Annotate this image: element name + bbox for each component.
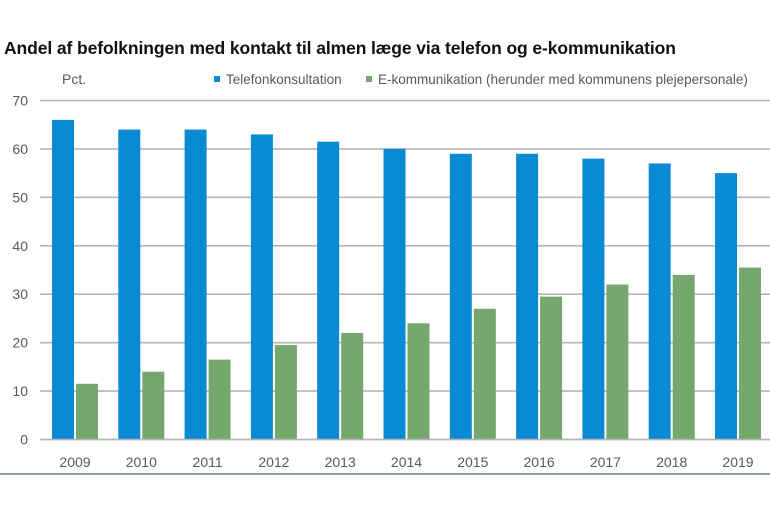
bar-telefon: [317, 141, 340, 440]
y-tick-label: 60: [12, 141, 28, 157]
x-tick-label: 2017: [590, 454, 621, 470]
bar-telefon: [250, 134, 273, 440]
bar-telefon: [449, 153, 472, 440]
bar-telefon: [516, 153, 539, 440]
bar-telefon: [52, 119, 74, 440]
y-axis-label: Pct.: [62, 71, 86, 87]
y-tick-label: 70: [12, 93, 28, 109]
bar-ekommunikation: [473, 308, 496, 440]
bar-ekommunikation: [672, 274, 695, 440]
legend-label: Telefonkonsultation: [226, 72, 342, 87]
x-tick-label: 2009: [59, 454, 90, 470]
y-tick-label: 30: [12, 286, 28, 302]
chart-title: Andel af befolkningen med kontakt til al…: [4, 38, 676, 58]
bar-ekommunikation: [341, 332, 364, 440]
bar-telefon: [118, 129, 141, 440]
bars: [40, 119, 770, 441]
bar-ekommunikation: [76, 383, 98, 440]
x-tick-label: 2018: [656, 454, 687, 470]
x-axis: 2009 2010 2011 2012 2013 2014 2015 2016 2017 2018…: [59, 454, 753, 470]
bar-ekommunikation: [606, 284, 629, 440]
bar-telefon: [184, 129, 207, 440]
x-tick-label: 2010: [126, 454, 157, 470]
legend-swatch: [366, 76, 372, 82]
legend-label: E-kommunikation (herunder med kommunens …: [378, 72, 748, 87]
x-tick-label: 2014: [391, 454, 422, 470]
bar-telefon: [383, 148, 406, 440]
x-tick-label: 2015: [457, 454, 488, 470]
legend-swatch: [214, 76, 220, 82]
bar-telefon: [648, 163, 671, 440]
x-tick-label: 2013: [325, 454, 356, 470]
x-tick-label: 2016: [524, 454, 555, 470]
x-tick-label: 2019: [722, 454, 753, 470]
y-tick-label: 50: [12, 189, 28, 205]
bar-ekommunikation: [208, 359, 231, 440]
x-tick-label: 2011: [193, 454, 223, 470]
y-axis: 0 10 20 30 40 50 60 70: [12, 93, 28, 448]
y-tick-label: 10: [12, 383, 28, 399]
y-tick-label: 40: [12, 238, 28, 254]
bar-ekommunikation: [274, 345, 297, 440]
bar-ekommunikation: [540, 296, 563, 440]
legend: Telefonkonsultation E-kommunikation (heru…: [214, 72, 748, 87]
y-tick-label: 0: [20, 432, 28, 448]
bar-telefon: [582, 158, 605, 440]
x-tick-label: 2012: [258, 454, 289, 470]
bar-ekommunikation: [739, 267, 761, 440]
bar-telefon: [715, 173, 737, 440]
bar-ekommunikation: [407, 323, 430, 440]
y-tick-label: 20: [12, 335, 28, 351]
bar-ekommunikation: [142, 371, 165, 440]
